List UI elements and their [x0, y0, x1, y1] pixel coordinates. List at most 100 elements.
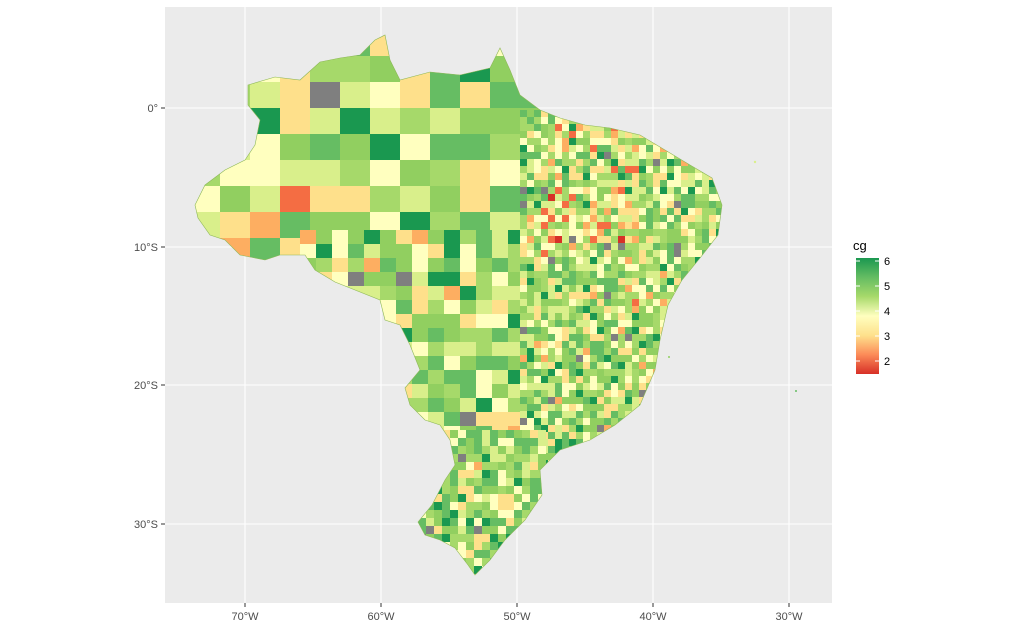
municipality-cell [534, 166, 541, 173]
municipality-cell [653, 313, 660, 320]
municipality-cell [534, 299, 541, 306]
municipality-cell [458, 518, 466, 526]
municipality-cell [555, 362, 562, 369]
municipality-cell [490, 82, 520, 108]
municipality-cell [576, 397, 583, 404]
municipality-cell [548, 264, 555, 271]
municipality-cell [695, 215, 702, 222]
municipality-cell [460, 314, 476, 328]
municipality-cell [611, 201, 618, 208]
municipality-cell [541, 138, 548, 145]
municipality-cell [709, 229, 716, 236]
municipality-cell [476, 286, 492, 300]
municipality-cell [548, 145, 555, 152]
municipality-cell [674, 278, 681, 285]
municipality-cell [702, 180, 709, 187]
municipality-cell [625, 327, 632, 334]
municipality-cell [534, 327, 541, 334]
municipality-cell [444, 272, 460, 286]
municipality-cell [632, 376, 639, 383]
municipality-cell [498, 494, 506, 502]
municipality-cell [618, 194, 625, 201]
municipality-cell [576, 432, 583, 439]
municipality-cell [530, 470, 538, 478]
municipality-cell [625, 390, 632, 397]
municipality-cell [555, 334, 562, 341]
municipality-cell [583, 166, 590, 173]
municipality-cell [530, 430, 538, 438]
municipality-cell [597, 341, 604, 348]
municipality-cell [569, 425, 576, 432]
municipality-cell [653, 194, 660, 201]
municipality-cell [280, 108, 310, 134]
municipality-cell [660, 152, 667, 159]
municipality-cell [555, 299, 562, 306]
municipality-cell [611, 152, 618, 159]
municipality-cell [482, 510, 490, 518]
municipality-cell [604, 285, 611, 292]
municipality-cell [541, 348, 548, 355]
municipality-cell [618, 299, 625, 306]
municipality-cell [541, 320, 548, 327]
municipality-cell [681, 180, 688, 187]
municipality-cell [709, 208, 716, 215]
municipality-cell [639, 264, 646, 271]
municipality-cell [569, 201, 576, 208]
municipality-cell [646, 327, 653, 334]
municipality-cell [514, 510, 522, 518]
municipality-cell [639, 348, 646, 355]
municipality-cell [576, 222, 583, 229]
municipality-cell [632, 341, 639, 348]
municipality-cell [498, 454, 506, 462]
municipality-cell [474, 550, 482, 558]
municipality-cell [562, 250, 569, 257]
municipality-cell [498, 430, 506, 438]
municipality-cell [688, 229, 695, 236]
municipality-cell [632, 236, 639, 243]
municipality-cell [569, 292, 576, 299]
municipality-cell [576, 201, 583, 208]
municipality-cell [674, 257, 681, 264]
municipality-cell [576, 425, 583, 432]
municipality-cell [674, 229, 681, 236]
municipality-cell [527, 285, 534, 292]
municipality-cell [646, 341, 653, 348]
municipality-cell [555, 201, 562, 208]
municipality-cell [466, 518, 474, 526]
municipality-cell [492, 328, 508, 342]
municipality-cell [583, 362, 590, 369]
municipality-cell [625, 362, 632, 369]
municipality-cell [562, 173, 569, 180]
municipality-cell [618, 264, 625, 271]
municipality-cell [604, 327, 611, 334]
municipality-cell [527, 138, 534, 145]
municipality-cell [646, 236, 653, 243]
municipality-cell [625, 285, 632, 292]
municipality-cell [460, 412, 476, 426]
municipality-cell [653, 334, 660, 341]
municipality-cell [590, 201, 597, 208]
municipality-cell [583, 271, 590, 278]
municipality-cell [702, 222, 709, 229]
municipality-cell [681, 201, 688, 208]
municipality-cell [466, 462, 474, 470]
municipality-cell [534, 257, 541, 264]
municipality-cell [695, 222, 702, 229]
municipality-cell [434, 502, 442, 510]
municipality-cell [597, 271, 604, 278]
municipality-cell [490, 160, 520, 186]
municipality-cell [569, 432, 576, 439]
municipality-cell [611, 173, 618, 180]
municipality-cell [310, 160, 340, 186]
municipality-cell [597, 418, 604, 425]
municipality-cell [534, 362, 541, 369]
municipality-cell [428, 244, 444, 258]
municipality-cell [653, 348, 660, 355]
municipality-cell [611, 166, 618, 173]
municipality-cell [583, 306, 590, 313]
municipality-cell [583, 180, 590, 187]
municipality-cell [474, 470, 482, 478]
municipality-cell [444, 398, 460, 412]
municipality-cell [534, 124, 541, 131]
municipality-cell [702, 243, 709, 250]
